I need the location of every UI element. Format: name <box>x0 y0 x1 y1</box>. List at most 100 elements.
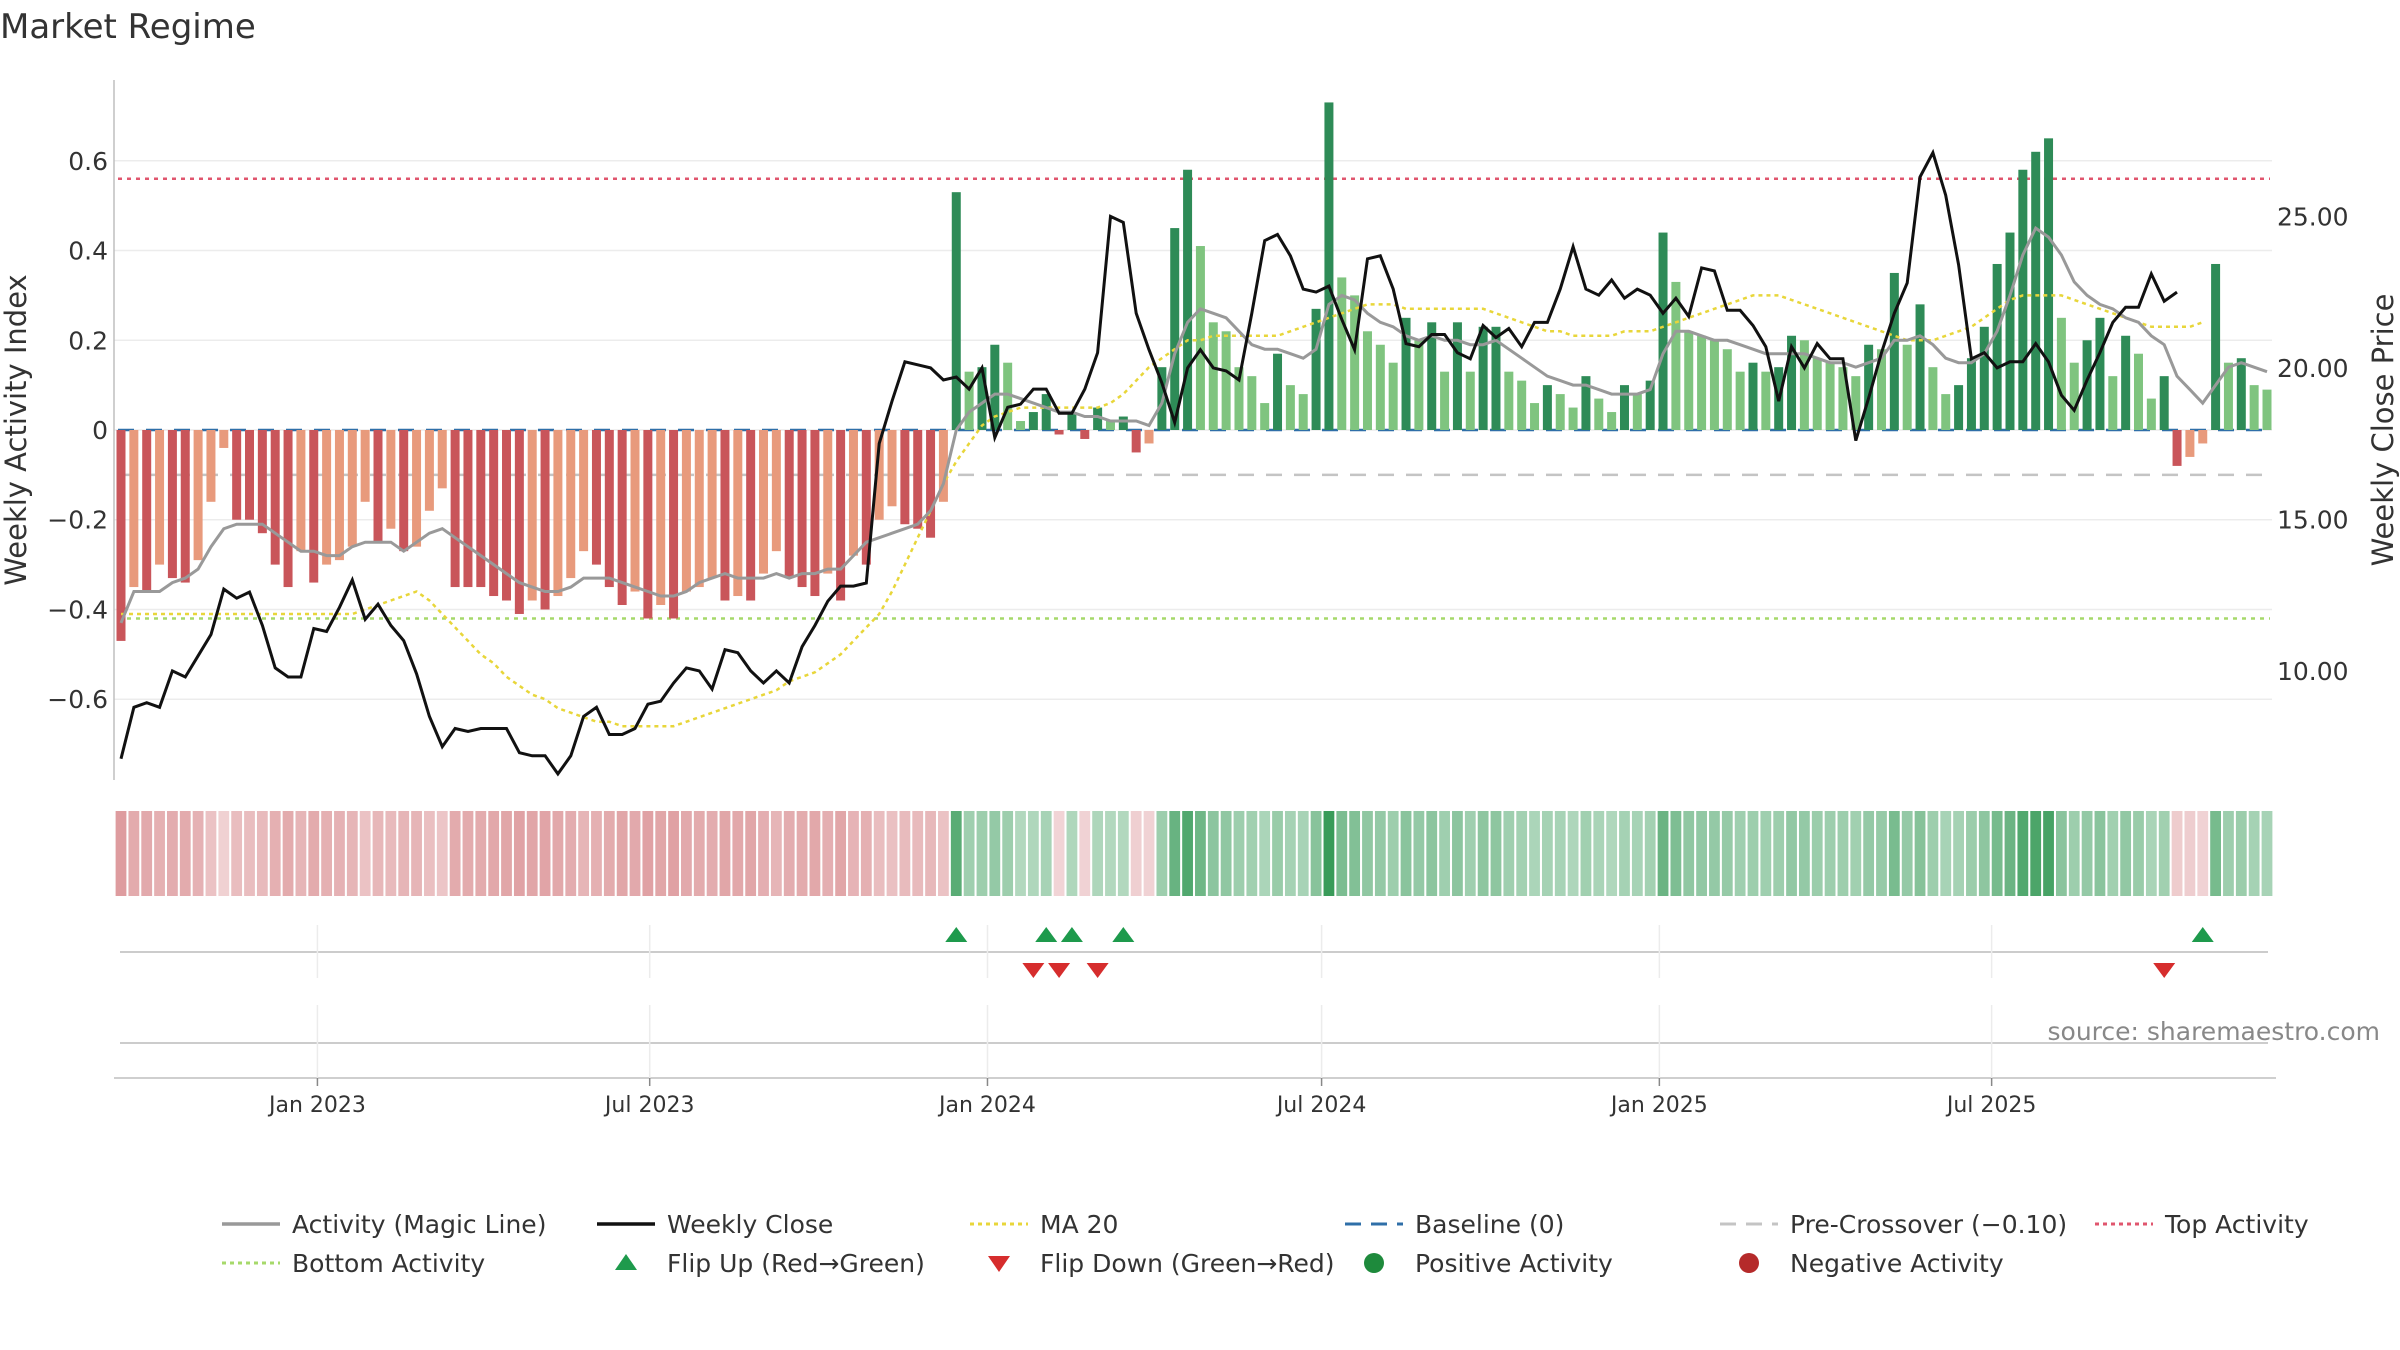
legend-label: Negative Activity <box>1790 1249 2004 1278</box>
heat-cell <box>1336 811 1348 896</box>
heat-cell <box>1233 811 1245 896</box>
activity-bar <box>1080 430 1090 439</box>
legend-label: Bottom Activity <box>292 1249 485 1278</box>
heat-cell <box>1477 811 1489 896</box>
activity-bar <box>1221 331 1231 430</box>
activity-bar <box>720 430 730 601</box>
legend-swatch <box>615 1254 637 1270</box>
heat-cell <box>411 811 422 896</box>
activity-bar <box>1144 430 1154 444</box>
heat-cell <box>385 811 397 896</box>
activity-bar <box>1838 367 1848 430</box>
activity-bar <box>1427 322 1437 430</box>
heat-cell <box>719 811 731 896</box>
activity-bar <box>707 430 717 579</box>
activity-bar <box>2108 376 2118 430</box>
heat-cell <box>565 811 577 896</box>
heat-cell <box>1619 811 1630 896</box>
heat-cell <box>1143 811 1155 896</box>
legend-item: Flip Down (Green→Red) <box>988 1249 1335 1278</box>
activity-bar <box>2223 362 2233 430</box>
heat-cell <box>681 811 692 896</box>
heat-cell <box>1876 811 1887 896</box>
activity-bar <box>1016 421 1026 430</box>
activity-bar <box>232 430 242 520</box>
activity-bar <box>283 430 293 588</box>
activity-bar <box>733 430 743 597</box>
heat-cell <box>2223 811 2234 896</box>
left-tick-label: 0.2 <box>68 326 108 355</box>
activity-bar <box>1619 385 1629 430</box>
activity-bar <box>2056 317 2066 430</box>
right-tick-label: 15.00 <box>2277 505 2349 534</box>
activity-bar <box>1761 371 1771 430</box>
activity-bar <box>1735 371 1745 430</box>
left-axis-label: Weekly Activity Index <box>0 274 33 585</box>
heat-cell <box>1323 811 1335 896</box>
heat-cell <box>539 811 551 896</box>
legend-label: MA 20 <box>1040 1210 1118 1239</box>
activity-bar <box>951 192 961 430</box>
heat-cell <box>179 811 191 896</box>
heat-cell <box>488 811 500 896</box>
heat-cell <box>128 811 140 896</box>
activity-bar <box>1941 394 1951 430</box>
flip-down-marker <box>1022 963 1045 978</box>
activity-bar <box>1748 362 1758 430</box>
activity-bar <box>2121 335 2131 430</box>
heat-cell <box>1644 811 1656 896</box>
flip-down-marker <box>1086 963 1109 978</box>
activity-bar <box>1362 331 1372 430</box>
activity-bar <box>2185 430 2195 457</box>
heat-cell <box>2235 811 2247 896</box>
heat-cell <box>1272 811 1283 896</box>
heat-cell <box>141 811 153 896</box>
activity-bar <box>360 430 370 502</box>
heat-cell <box>2158 811 2170 896</box>
heat-cell <box>1811 811 1823 896</box>
heat-cell <box>603 811 615 896</box>
heat-cell <box>424 811 435 896</box>
activity-bar <box>926 430 936 538</box>
heat-cell <box>1978 811 1990 896</box>
heat-cell <box>115 811 127 896</box>
heat-cell <box>578 811 590 896</box>
heat-cell <box>346 811 358 896</box>
weekly-close-line <box>119 148 2178 777</box>
heat-cell <box>2043 811 2054 896</box>
heat-cell <box>2055 811 2067 896</box>
chart-title: Market Regime <box>0 7 256 47</box>
heat-cell <box>796 811 808 896</box>
heat-cell <box>2145 811 2157 896</box>
heat-cell <box>886 811 898 896</box>
activity-bar <box>1414 340 1424 430</box>
heat-cell <box>269 811 281 896</box>
series-lines <box>119 148 2268 777</box>
legend-item: MA 20 <box>970 1210 1118 1239</box>
activity-bar <box>1709 340 1719 430</box>
heat-cell <box>809 811 821 896</box>
heat-cell <box>1747 811 1759 896</box>
heat-cell <box>1490 811 1502 896</box>
heat-cell <box>475 811 487 896</box>
activity-bar <box>1915 304 1925 430</box>
heat-cell <box>2184 811 2196 896</box>
activity-bar <box>1247 376 1257 430</box>
left-tick-label: 0.6 <box>68 147 108 176</box>
heat-cell <box>1670 811 1682 896</box>
right-tick-label: 25.00 <box>2277 202 2349 231</box>
heat-cell <box>552 811 564 896</box>
legend-label: Baseline (0) <box>1415 1210 1564 1239</box>
activity-bar <box>1298 394 1308 430</box>
activity-bar <box>617 430 627 605</box>
activity-bar <box>502 430 512 601</box>
activity-bar <box>874 430 884 520</box>
heat-cell <box>2210 811 2221 896</box>
activity-bar <box>1825 362 1835 430</box>
activity-bar <box>823 430 833 574</box>
activity-bar <box>1324 102 1334 430</box>
activity-bar <box>1517 380 1527 430</box>
activity-bar <box>180 430 190 583</box>
activity-bar <box>1979 326 1989 430</box>
activity-bar <box>1131 430 1141 453</box>
